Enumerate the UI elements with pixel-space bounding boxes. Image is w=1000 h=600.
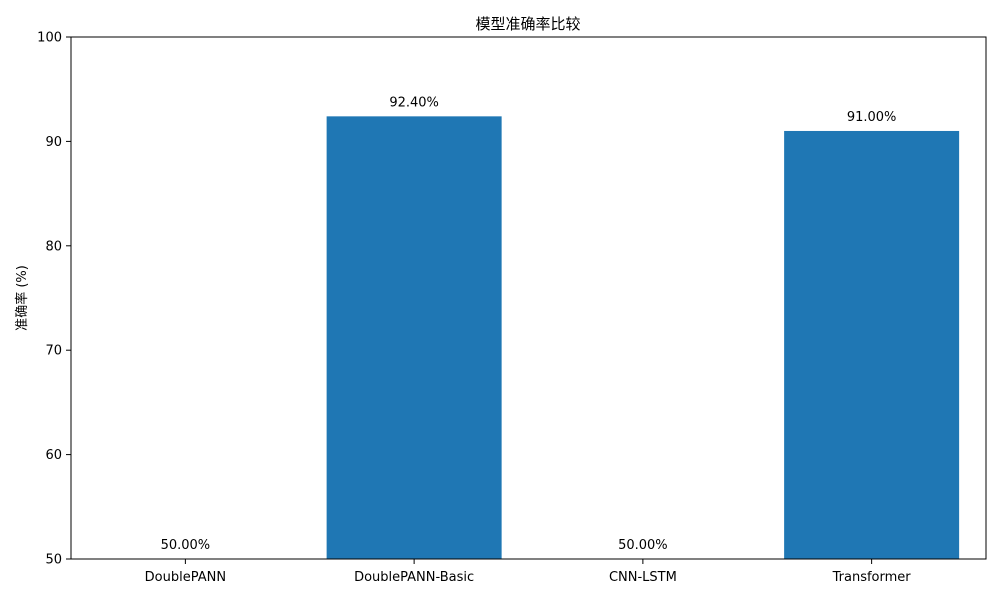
bar	[326, 116, 502, 560]
chart-title: 模型准确率比较	[475, 15, 580, 33]
x-tick-label: DoublePANN	[145, 570, 226, 585]
x-tick-label: DoublePANN-Basic	[354, 570, 474, 585]
y-tick-label: 100	[37, 31, 62, 46]
data-labels-layer: 50.00% 92.40% 50.00% 91.00%	[161, 95, 897, 553]
y-tick-label: 60	[45, 448, 62, 463]
y-tick-label: 50	[45, 553, 62, 568]
x-tick-label: Transformer	[832, 570, 912, 585]
bar-value-label: 91.00%	[847, 110, 897, 125]
bar-value-label: 50.00%	[161, 538, 211, 553]
y-tick-label: 80	[45, 239, 62, 254]
bars-layer	[326, 116, 960, 560]
bar-value-label: 92.40%	[389, 95, 439, 110]
plot-frame	[70, 36, 987, 560]
y-axis-label: 准确率 (%)	[14, 265, 30, 331]
y-tick-label: 90	[45, 135, 62, 150]
x-tick-label: CNN-LSTM	[609, 570, 677, 585]
x-axis: DoublePANN DoublePANN-Basic CNN-LSTM Transf…	[145, 559, 912, 585]
y-tick-label: 70	[45, 344, 62, 359]
y-axis: 50 60 70 80 90 100	[37, 31, 71, 568]
bar-value-label: 50.00%	[618, 538, 668, 553]
bar	[784, 130, 960, 559]
